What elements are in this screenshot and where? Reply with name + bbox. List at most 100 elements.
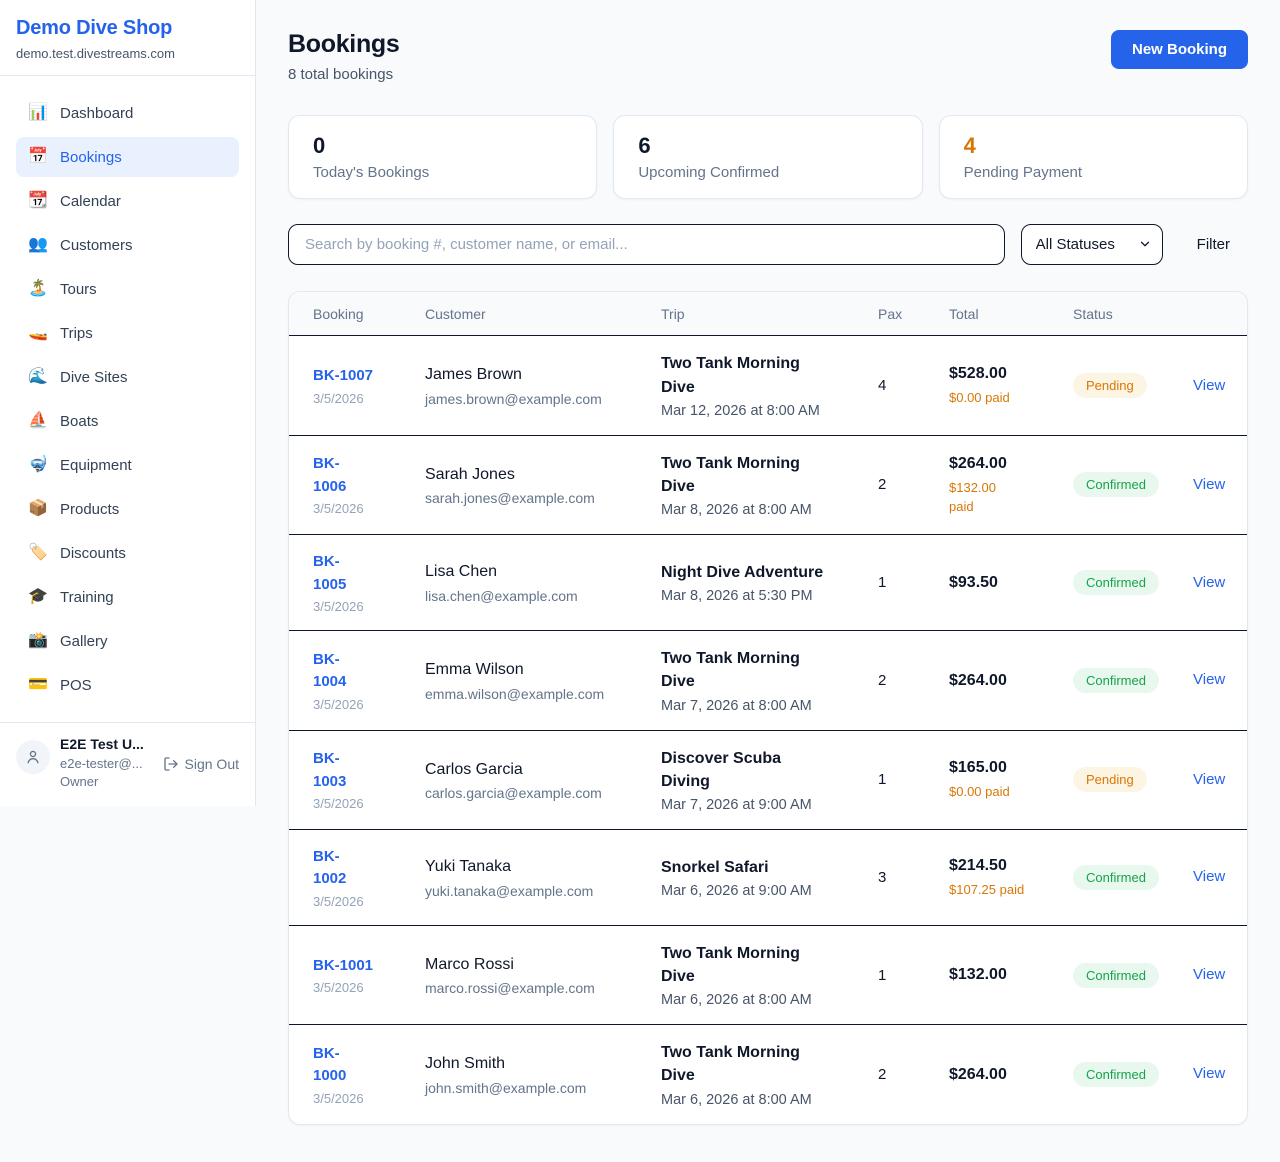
- view-link[interactable]: View: [1193, 376, 1226, 394]
- sidebar-item[interactable]: 🏷️ Discounts: [16, 533, 239, 573]
- booking-id-link[interactable]: BK- 1002: [313, 847, 347, 888]
- brand-header: Demo Dive Shop demo.test.divestreams.com: [0, 0, 255, 76]
- stat-card: 6 Upcoming Confirmed: [613, 115, 923, 200]
- sidebar-item-label: Calendar: [60, 192, 121, 210]
- trip-name: Two Tank Morning Dive: [661, 355, 800, 396]
- package-icon: 📦: [28, 500, 48, 517]
- trip-name: Two Tank Morning Dive: [661, 650, 800, 691]
- filter-button[interactable]: Filter: [1179, 236, 1248, 253]
- status-filter-select[interactable]: All Statuses: [1020, 224, 1163, 266]
- view-link[interactable]: View: [1193, 671, 1226, 689]
- sidebar-item[interactable]: 📅 Bookings: [16, 137, 239, 177]
- user-role: Owner: [60, 774, 99, 790]
- sidebar-item-label: Discounts: [60, 544, 126, 562]
- sidebar-item[interactable]: 💳 POS: [16, 665, 239, 705]
- table-row: BK- 1005 3/5/2026 Lisa Chen lisa.chen@ex…: [289, 535, 1247, 632]
- status-badge: Pending: [1073, 767, 1147, 793]
- status-badge: Confirmed: [1073, 472, 1159, 498]
- view-link[interactable]: View: [1193, 966, 1226, 984]
- filter-row: All Statuses Filter: [288, 224, 1248, 266]
- view-link[interactable]: View: [1193, 573, 1226, 591]
- bookings-table: Booking Customer Trip Pax Total Status B…: [288, 291, 1248, 1125]
- sidebar-item[interactable]: 🚤 Trips: [16, 313, 239, 353]
- sidebar-item[interactable]: 📆 Calendar: [16, 181, 239, 221]
- view-link[interactable]: View: [1193, 770, 1226, 788]
- sidebar-item-label: Boats: [60, 412, 99, 430]
- table-row: BK-1001 3/5/2026 Marco Rossi marco.rossi…: [289, 926, 1247, 1026]
- status-badge: Confirmed: [1073, 962, 1159, 988]
- column-header: Customer: [425, 306, 486, 323]
- sidebar-item[interactable]: 👥 Customers: [16, 225, 239, 265]
- camera-icon: 📸: [28, 632, 48, 649]
- stat-value: 4: [963, 133, 976, 158]
- customer-email: sarah.jones@example.com: [425, 490, 595, 507]
- trip-datetime: Mar 6, 2026 at 8:00 AM: [661, 992, 812, 1009]
- new-booking-button[interactable]: New Booking: [1110, 30, 1248, 69]
- view-link[interactable]: View: [1193, 1065, 1226, 1083]
- customer-email: john.smith@example.com: [425, 1079, 587, 1096]
- sailboat-icon: ⛵: [28, 412, 48, 429]
- sign-out-button[interactable]: Sign Out: [163, 756, 239, 772]
- column-header: Trip: [661, 306, 685, 323]
- search-input[interactable]: [288, 224, 1005, 266]
- view-link[interactable]: View: [1193, 868, 1226, 886]
- pax-count: 3: [878, 868, 887, 886]
- sidebar-item-label: Dive Sites: [60, 368, 128, 386]
- booking-id-link[interactable]: BK- 1006: [313, 455, 347, 495]
- customer-name: James Brown: [425, 366, 522, 384]
- sidebar-item[interactable]: 🎓 Training: [16, 577, 239, 617]
- label-tag-icon: 🏷️: [28, 544, 48, 561]
- total-amount: $528.00: [949, 365, 1007, 383]
- trip-name: Discover Scuba Diving: [661, 749, 782, 790]
- status-badge: Confirmed: [1073, 1061, 1159, 1087]
- total-paid: $132.00 paid: [949, 479, 996, 514]
- sidebar-item-label: Dashboard: [60, 104, 134, 122]
- logout-icon: [163, 756, 178, 771]
- booking-id-link[interactable]: BK-1001: [313, 956, 374, 974]
- total-paid: $107.25 paid: [949, 881, 1025, 897]
- stat-value: 0: [313, 133, 326, 158]
- user-info: E2E Test U... e2e-tester@... Owner: [60, 735, 144, 792]
- sidebar-item-label: POS: [60, 676, 92, 694]
- booking-date: 3/5/2026: [313, 501, 364, 517]
- sidebar-item[interactable]: 📸 Gallery: [16, 621, 239, 661]
- graduation-cap-icon: 🎓: [28, 588, 48, 605]
- table-row: BK- 1003 3/5/2026 Carlos Garcia carlos.g…: [289, 731, 1247, 830]
- booking-id-link[interactable]: BK- 1003: [313, 750, 347, 790]
- sidebar-nav: 📊 Dashboard 📅 Bookings 📆 Calendar 👥 Cust…: [0, 76, 255, 722]
- customer-email: carlos.garcia@example.com: [425, 784, 602, 801]
- pax-count: 1: [878, 966, 887, 984]
- pax-count: 1: [878, 771, 887, 789]
- brand-name: Demo Dive Shop: [16, 17, 173, 39]
- credit-card-icon: 💳: [28, 676, 48, 693]
- sidebar-item-label: Gallery: [60, 632, 108, 650]
- sidebar-item[interactable]: 🏝️ Tours: [16, 269, 239, 309]
- booking-id-link[interactable]: BK-1007: [313, 367, 374, 385]
- sidebar-item[interactable]: 📦 Products: [16, 489, 239, 529]
- sidebar-item[interactable]: 🌊 Dive Sites: [16, 357, 239, 397]
- total-amount: $264.00: [949, 671, 1007, 689]
- sidebar-item-label: Customers: [60, 236, 133, 254]
- booking-id-link[interactable]: BK- 1004: [313, 650, 347, 691]
- booking-id-link[interactable]: BK- 1005: [313, 553, 347, 593]
- customer-name: Emma Wilson: [425, 661, 524, 679]
- pax-count: 2: [878, 671, 887, 689]
- trip-datetime: Mar 6, 2026 at 9:00 AM: [661, 882, 812, 899]
- sidebar: Demo Dive Shop demo.test.divestreams.com…: [0, 0, 256, 807]
- sidebar-item-label: Trips: [60, 324, 93, 342]
- status-badge: Confirmed: [1073, 864, 1159, 890]
- view-link[interactable]: View: [1193, 475, 1226, 493]
- total-paid: $0.00 paid: [949, 784, 1010, 800]
- trip-name: Two Tank Morning Dive: [661, 1044, 800, 1085]
- sidebar-item[interactable]: 🤿 Equipment: [16, 445, 239, 485]
- user-email: e2e-tester@...: [60, 755, 143, 771]
- trip-name: Two Tank Morning Dive: [661, 454, 800, 495]
- trip-name: Snorkel Safari: [661, 858, 769, 876]
- pax-count: 4: [878, 377, 887, 395]
- customer-name: Marco Rossi: [425, 955, 514, 973]
- sidebar-item[interactable]: 📊 Dashboard: [16, 93, 239, 133]
- stat-label: Upcoming Confirmed: [638, 164, 780, 182]
- sidebar-item[interactable]: ⛵ Boats: [16, 401, 239, 441]
- booking-id-link[interactable]: BK- 1000: [313, 1044, 347, 1085]
- wave-icon: 🌊: [28, 368, 48, 385]
